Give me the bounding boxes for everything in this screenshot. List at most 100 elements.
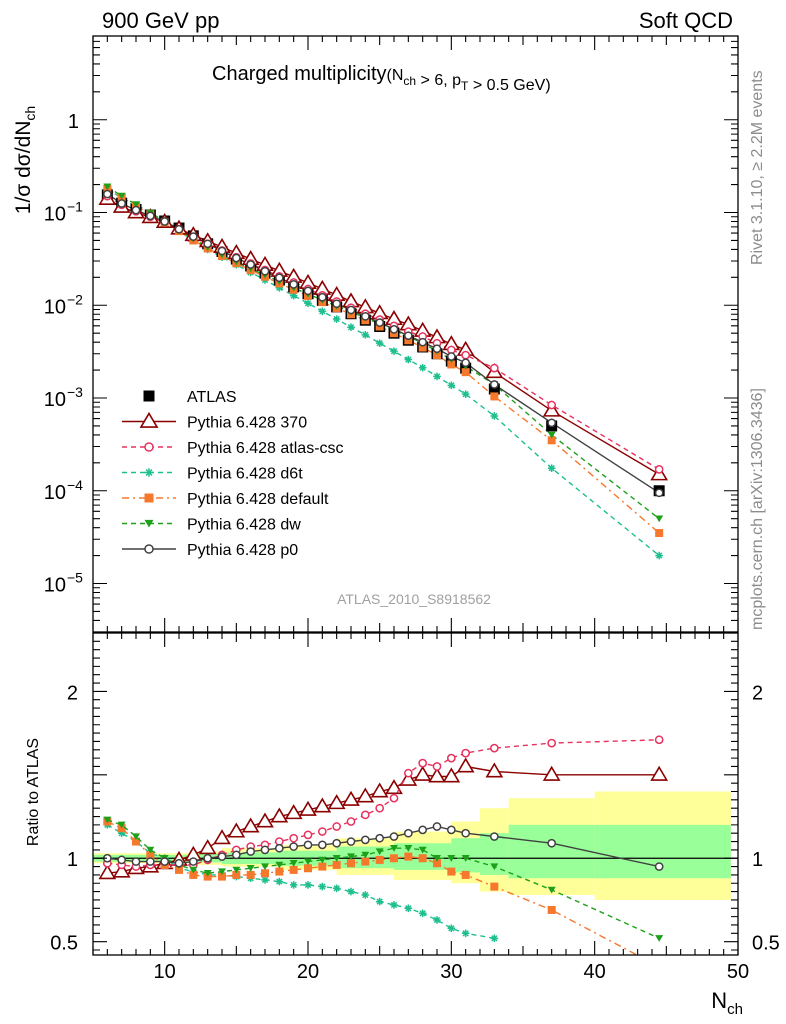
main-point-pythia-6-428-p0 <box>274 273 284 283</box>
main-point-pythia-6-428-default <box>418 343 427 352</box>
main-point-pythia-6-428-d6t <box>547 464 556 473</box>
main-point-pythia-6-428-default <box>490 392 499 401</box>
legend-marker <box>144 544 154 554</box>
ratio-point-pythia-6-428-p0 <box>360 835 370 845</box>
ratio-y-axis-title: Ratio to ATLAS <box>25 738 42 846</box>
legend-item-pythia-6-428-default: Pythia 6.428 default <box>122 491 329 508</box>
ratio-point-pythia-6-428-370 <box>313 797 332 813</box>
ratio-point-pythia-6-428-dw <box>103 816 112 824</box>
main-point-pythia-6-428-dw <box>117 192 126 200</box>
ratio-point-pythia-6-428-dw <box>261 863 269 871</box>
ratio-point-pythia-6-428-default <box>347 859 355 868</box>
ratio-point-pythia-6-428-p0 <box>145 857 155 866</box>
ratio-series <box>98 735 669 955</box>
legend-label: Pythia 6.428 d6t <box>187 466 303 483</box>
main-point-pythia-6-428-p0 <box>160 217 170 226</box>
main-point-pythia-6-428-d6t <box>289 291 298 300</box>
main-point-pythia-6-428-370 <box>542 401 561 417</box>
main-point-pythia-6-428-p0 <box>461 358 471 368</box>
ratio-point-pythia-6-428-p0 <box>317 840 327 850</box>
ratio-point-pythia-6-428-dw <box>390 845 398 852</box>
ratio-point-pythia-6-428-370 <box>413 765 432 781</box>
ratio-point-pythia-6-428-dw <box>218 868 226 876</box>
ratio-point-pythia-6-428-p0 <box>174 858 184 868</box>
legend-marker <box>144 493 154 503</box>
ratio-point-pythia-6-428-dw <box>132 833 140 841</box>
ratio-point-pythia-6-428-p0 <box>654 862 664 871</box>
watermark: ATLAS_2010_S8918562 <box>337 591 491 607</box>
main-point-pythia-6-428-p0 <box>260 266 270 276</box>
y-tick-label: 1 <box>68 111 79 133</box>
ratio-y-tick-label-left: 0.5 <box>50 933 78 955</box>
x-tick-label: 30 <box>440 961 462 983</box>
ratio-point-pythia-6-428-d6t <box>318 882 327 891</box>
ratio-point-pythia-6-428-p0 <box>117 855 127 865</box>
ratio-point-pythia-6-428-370 <box>385 779 403 795</box>
y-tick-exponent: −4 <box>67 477 83 493</box>
main-point-pythia-6-428-p0 <box>289 280 299 289</box>
ratio-point-pythia-6-428-d6t <box>447 924 456 933</box>
main-point-pythia-6-428-p0 <box>418 337 428 347</box>
ratio-point-pythia-6-428-default <box>275 867 284 876</box>
legend-item-pythia-6-428-p0: Pythia 6.428 p0 <box>122 542 298 559</box>
ratio-point-pythia-6-428-370 <box>112 862 131 878</box>
chart-title: Charged multiplicity(Nch > 6, pT > 0.5 G… <box>212 63 551 94</box>
main-point-pythia-6-428-p0 <box>432 344 442 354</box>
ratio-point-pythia-6-428-p0 <box>418 825 428 835</box>
legend-label: Pythia 6.428 atlas-csc <box>187 440 344 457</box>
ratio-point-pythia-6-428-370 <box>442 767 461 783</box>
main-point-pythia-6-428-p0 <box>403 331 413 341</box>
ratio-point-pythia-6-428-default <box>390 854 398 863</box>
ratio-point-pythia-6-428-dw <box>418 846 427 854</box>
main-point-pythia-6-428-d6t <box>490 412 499 420</box>
x-axis-title: Nch <box>711 988 743 1018</box>
ratio-point-pythia-6-428-default <box>461 870 470 879</box>
ratio-point-pythia-6-428-370 <box>198 839 217 855</box>
ratio-point-pythia-6-428-p0 <box>432 822 442 831</box>
main-point-pythia-6-428-p0 <box>317 292 327 302</box>
ratio-point-pythia-6-428-370 <box>98 864 117 880</box>
main-point-pythia-6-428-p0 <box>117 199 127 208</box>
ratio-point-pythia-6-428-atlas-csc <box>654 735 664 745</box>
ratio-point-pythia-6-428-p0 <box>274 843 284 853</box>
main-point-pythia-6-428-p0 <box>131 205 141 215</box>
ratio-point-pythia-6-428-dw <box>433 855 441 862</box>
ratio-point-pythia-6-428-p0 <box>217 852 227 861</box>
ratio-point-pythia-6-428-370 <box>227 822 246 838</box>
y-tick-exponent: −2 <box>67 291 83 307</box>
ratio-point-pythia-6-428-default <box>232 870 241 879</box>
ratio-point-pythia-6-428-d6t <box>375 897 384 906</box>
ratio-point-pythia-6-428-d6t <box>404 904 413 913</box>
main-point-pythia-6-428-p0 <box>246 260 256 269</box>
legend: ATLAS Pythia 6.428 370 Pythia 6.428 atlas-… <box>122 389 344 559</box>
main-point-pythia-6-428-dw <box>655 515 664 523</box>
ratio-y-tick-label-right: 1 <box>752 849 763 871</box>
ratio-point-pythia-6-428-370 <box>399 770 418 786</box>
main-point-pythia-6-428-atlas-csc <box>461 350 471 360</box>
ratio-point-pythia-6-428-dw <box>361 851 370 859</box>
ratio-point-pythia-6-428-atlas-csc <box>403 768 413 778</box>
main-point-pythia-6-428-p0 <box>188 232 198 241</box>
ratio-point-pythia-6-428-d6t <box>275 877 284 886</box>
ratio-point-pythia-6-428-d6t <box>433 916 441 924</box>
legend-marker <box>144 442 154 452</box>
header-left-label: 900 GeV pp <box>102 8 219 33</box>
ratio-point-pythia-6-428-dw <box>332 855 341 862</box>
ratio-point-pythia-6-428-d6t <box>361 891 370 899</box>
y-tick-label: 10 <box>44 575 66 597</box>
main-point-pythia-6-428-d6t <box>318 307 327 316</box>
x-tick-label: 40 <box>584 961 606 983</box>
main-point-pythia-6-428-d6t <box>332 315 341 323</box>
ratio-y-tick-label-right: 0.5 <box>752 933 780 955</box>
ratio-point-pythia-6-428-p0 <box>461 828 471 838</box>
ratio-point-pythia-6-428-default <box>304 864 312 873</box>
ratio-line-pythia-6-428-atlas-csc <box>107 739 660 868</box>
ratio-point-pythia-6-428-d6t <box>390 901 398 909</box>
ratio-point-pythia-6-428-p0 <box>188 857 198 866</box>
main-point-pythia-6-428-atlas-csc <box>654 465 664 474</box>
ratio-frame <box>92 632 739 956</box>
main-point-pythia-6-428-p0 <box>346 305 356 315</box>
main-point-pythia-6-428-dw <box>132 201 140 209</box>
